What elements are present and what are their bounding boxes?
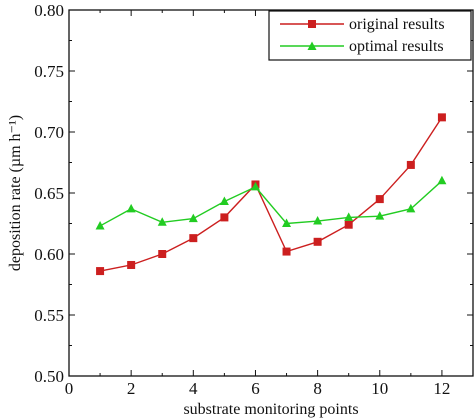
x-tick-label: 0 [65,379,74,398]
legend-box [268,10,472,61]
data-point-original [220,213,229,222]
data-point-original [282,247,291,256]
data-point-optimal [344,212,354,221]
y-tick-label: 0.80 [34,1,64,20]
series-line-original [99,116,443,272]
data-point-original [127,260,136,269]
legend-marker-original [308,20,316,28]
x-tick-label: 10 [371,379,388,398]
y-axis-title: deposition rate (µm h⁻¹) [7,115,24,271]
legend-label-optimal: optimal results [349,38,444,55]
data-point-optimal [375,211,385,220]
x-tick-label: 6 [251,379,260,398]
data-point-original [406,160,415,169]
data-point-optimal [157,217,167,226]
y-tick-label: 0.70 [34,123,64,142]
data-point-optimal [437,175,447,185]
y-axis: 0.50 0.55 0.60 0.65 0.70 0.75 0.80 [34,1,473,386]
data-point-original [189,234,198,243]
data-point-optimal [188,213,198,223]
data-point-optimal [406,203,416,213]
data-point-original [437,113,446,122]
data-point-optimal [95,220,105,230]
data-point-optimal [313,216,323,225]
data-point-original [158,250,167,258]
x-axis-title: substrate monitoring points [183,401,358,418]
x-tick-label: 8 [313,379,322,398]
data-point-original [375,195,384,204]
plot-frame [68,9,474,377]
y-tick-label: 0.55 [34,306,64,325]
data-point-optimal [250,181,260,191]
y-tick-label: 0.50 [34,367,64,386]
series-layer [95,113,447,276]
data-point-original [313,237,322,246]
y-tick-label: 0.60 [34,245,64,264]
data-point-optimal [126,203,136,213]
data-point-optimal [219,196,229,206]
data-point-optimal [282,218,292,227]
legend-marker-optimal [307,41,317,50]
legend-label-original: original results [349,16,445,33]
series-line-optimal [99,180,443,227]
x-tick-label: 12 [433,379,450,398]
x-tick-label: 2 [127,379,136,398]
y-tick-label: 0.75 [34,62,64,81]
x-axis: 0 2 4 6 8 10 12 [65,10,474,398]
legend: original results optimal results [268,10,472,61]
data-point-original [96,267,105,276]
data-point-original [344,220,353,229]
x-tick-label: 4 [189,379,198,398]
y-tick-label: 0.65 [34,184,64,203]
